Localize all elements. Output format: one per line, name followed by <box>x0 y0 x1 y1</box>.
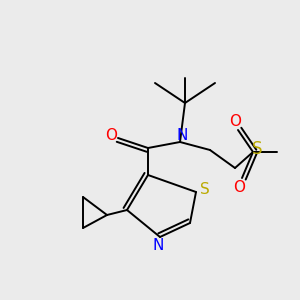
Text: S: S <box>200 182 210 197</box>
Text: O: O <box>229 115 241 130</box>
Text: N: N <box>176 128 188 143</box>
Text: S: S <box>252 140 262 158</box>
Text: O: O <box>233 179 245 194</box>
Text: O: O <box>105 128 117 143</box>
Text: N: N <box>152 238 164 253</box>
